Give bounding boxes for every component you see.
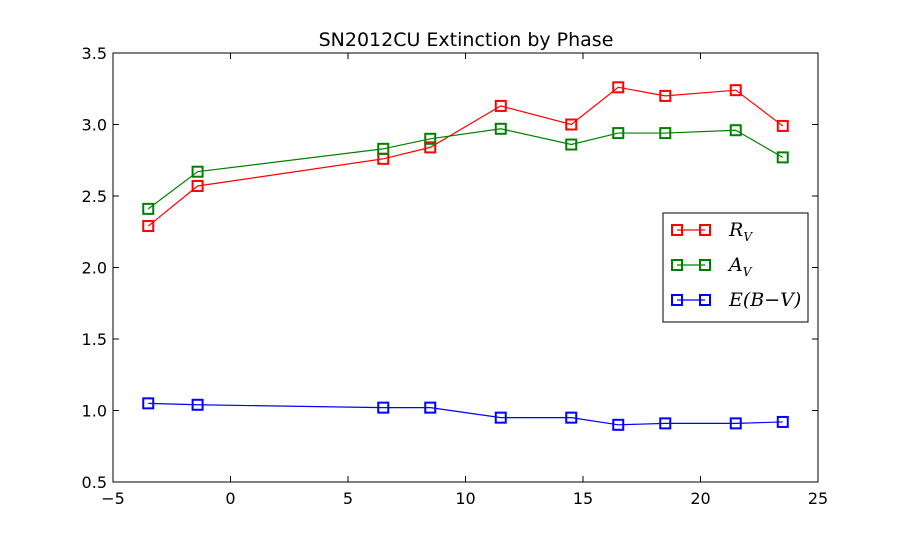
data-point-marker	[424, 132, 437, 145]
data-point-marker	[776, 151, 789, 164]
data-point-marker	[494, 99, 507, 112]
data-point-marker	[612, 418, 625, 431]
data-point-marker	[142, 202, 155, 215]
y-tick-label: 1.5	[82, 330, 107, 349]
data-point-marker	[377, 142, 390, 155]
data-point-marker	[565, 138, 578, 151]
legend-marker-swatch	[671, 294, 683, 306]
y-tick-label: 3.5	[82, 44, 107, 63]
x-tick-label: −5	[101, 489, 125, 508]
legend-marker-swatch	[699, 259, 711, 271]
x-tick-label: 0	[225, 489, 235, 508]
x-tick-label: 10	[455, 489, 475, 508]
series-2	[142, 397, 789, 431]
data-point-marker	[494, 122, 507, 135]
series-1	[142, 122, 789, 215]
data-point-marker	[776, 415, 789, 428]
data-point-marker	[565, 411, 578, 424]
data-point-marker	[191, 398, 204, 411]
series-layer	[142, 81, 789, 431]
legend-marker-swatch	[671, 259, 683, 271]
data-point-marker	[494, 411, 507, 424]
legend-marker-swatch	[699, 224, 711, 236]
data-point-marker	[729, 84, 742, 97]
y-tick-label: 2.5	[82, 187, 107, 206]
data-point-marker	[142, 397, 155, 410]
y-tick-label: 1.0	[82, 402, 107, 421]
data-point-marker	[729, 417, 742, 430]
data-point-marker	[142, 220, 155, 233]
data-point-marker	[729, 124, 742, 137]
y-tick-label: 0.5	[82, 473, 107, 492]
data-point-marker	[377, 401, 390, 414]
x-tick-label: 20	[690, 489, 710, 508]
legend-label-subscript: V	[743, 265, 753, 279]
legend-entry: E(B−V)	[671, 289, 801, 311]
x-tick-label: 25	[808, 489, 828, 508]
data-point-marker	[659, 127, 672, 140]
data-point-marker	[776, 119, 789, 132]
legend-marker-swatch	[671, 224, 683, 236]
series-0	[142, 81, 789, 233]
x-tick-label: 15	[573, 489, 593, 508]
data-point-marker	[659, 417, 672, 430]
legend-box	[662, 212, 809, 323]
data-point-marker	[424, 141, 437, 154]
y-tick-label: 2.0	[82, 259, 107, 278]
data-point-marker	[424, 401, 437, 414]
data-point-marker	[612, 127, 625, 140]
legend-label: E(B−V)	[728, 289, 801, 311]
series-line	[147, 128, 784, 210]
axes-layer: −5 0 5 10 15 20 25 0.5 1.0 1.5 2.0 2.5 3.0 3.5	[82, 44, 829, 508]
y-tick-label: 3.0	[82, 116, 107, 135]
data-point-marker	[565, 118, 578, 131]
data-point-marker	[612, 81, 625, 94]
legend-marker-swatch	[699, 294, 711, 306]
series-line	[148, 402, 783, 426]
series-line	[147, 86, 784, 227]
chart-title: SN2012CU Extinction by Phase	[319, 29, 614, 51]
x-tick-label: 5	[343, 489, 353, 508]
data-point-marker	[191, 165, 204, 178]
data-point-marker	[191, 179, 204, 192]
data-point-marker	[659, 89, 672, 102]
legend-label-subscript: V	[743, 230, 753, 244]
